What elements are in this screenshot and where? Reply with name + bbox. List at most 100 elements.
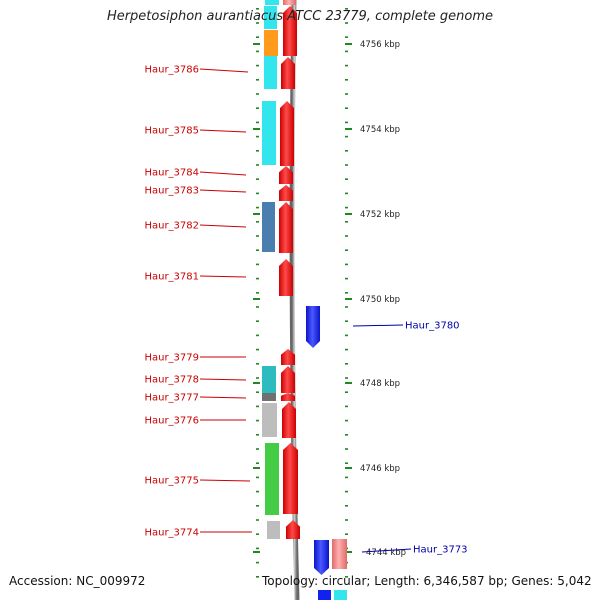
orthology-box	[264, 30, 278, 56]
gene-label-haur_3774: Haur_3774	[144, 528, 199, 539]
orthology-box	[262, 101, 276, 165]
minor-tick-left	[256, 178, 259, 180]
minor-tick-left	[256, 576, 259, 578]
minor-tick-right	[345, 490, 348, 493]
scale-label: 4754 kbp	[360, 125, 400, 135]
gene-arrow	[283, 6, 297, 56]
minor-tick-right	[345, 505, 348, 507]
minor-tick-left	[256, 206, 259, 209]
minor-tick-left	[256, 561, 259, 564]
minor-tick-left	[256, 476, 259, 479]
scale-label: 4748 kbp	[360, 379, 400, 389]
label-leader	[199, 396, 247, 399]
major-tick-left	[253, 382, 260, 384]
map-title: Herpetosiphon aurantiacus ATCC 23779, co…	[106, 9, 494, 24]
gene-label-haur_3775: Haur_3775	[144, 476, 199, 487]
minor-tick-right	[345, 419, 348, 422]
gene-arrow	[281, 57, 295, 89]
major-tick-right	[345, 382, 352, 384]
minor-tick-right	[345, 476, 348, 479]
minor-tick-left	[256, 249, 259, 251]
minor-tick-right	[345, 79, 348, 81]
minor-tick-right	[345, 107, 348, 109]
minor-tick-left	[256, 462, 259, 464]
minor-tick-right	[345, 320, 348, 322]
minor-tick-left	[256, 348, 259, 351]
minor-tick-left	[256, 50, 259, 53]
minor-tick-right	[345, 93, 348, 95]
minor-tick-left	[256, 36, 259, 38]
minor-tick-right	[345, 434, 348, 436]
minor-tick-right	[345, 576, 348, 578]
orthology-box	[262, 366, 276, 394]
minor-tick-right	[345, 263, 348, 266]
orthology-box	[262, 202, 275, 252]
minor-tick-right	[345, 292, 348, 294]
gene-arrow	[279, 185, 293, 201]
minor-tick-left	[256, 505, 259, 507]
orthology-box	[334, 590, 347, 600]
minor-tick-left	[256, 263, 259, 266]
minor-tick-right	[345, 462, 348, 464]
major-tick-left	[253, 43, 260, 45]
minor-tick-right	[345, 64, 348, 67]
major-tick-left	[253, 298, 260, 300]
major-tick-right	[345, 213, 352, 215]
minor-tick-left	[256, 320, 259, 322]
gene-label-haur_3778: Haur_3778	[144, 375, 199, 386]
gene-label-haur_3782: Haur_3782	[144, 221, 199, 232]
label-leader	[199, 224, 247, 228]
minor-tick-right	[345, 277, 348, 280]
accession-text: Accession: NC_009972	[9, 574, 146, 588]
minor-tick-left	[256, 391, 259, 393]
orthology-box	[264, 56, 277, 89]
minor-tick-left	[256, 334, 259, 337]
major-tick-right	[345, 551, 352, 553]
gene-label-haur_3780: Haur_3780	[405, 321, 460, 332]
gene-arrow	[283, 0, 296, 5]
minor-tick-right	[345, 448, 348, 450]
scale-label: 4746 kbp	[360, 464, 400, 474]
minor-tick-right	[345, 363, 348, 365]
major-tick-right	[345, 43, 352, 45]
minor-tick-left	[256, 419, 259, 422]
gene-arrow	[282, 402, 296, 438]
orthology-box	[262, 393, 276, 401]
minor-tick-left	[256, 306, 259, 308]
topology-text: Topology: circular; Length: 6,346,587 bp…	[262, 574, 592, 588]
major-tick-left	[253, 213, 260, 215]
label-leader	[352, 324, 404, 327]
minor-tick-left	[256, 192, 259, 195]
scale-label: 4750 kbp	[360, 295, 400, 305]
label-leader	[199, 171, 247, 176]
major-tick-right	[345, 467, 352, 469]
minor-tick-left	[256, 164, 259, 166]
gene-arrow	[281, 349, 295, 365]
minor-tick-right	[345, 519, 348, 521]
orthology-box	[267, 521, 280, 539]
label-leader	[199, 479, 251, 482]
minor-tick-right	[345, 348, 348, 351]
minor-tick-right	[345, 334, 348, 337]
minor-tick-left	[256, 150, 259, 152]
minor-tick-right	[345, 22, 348, 24]
label-leader	[199, 189, 247, 193]
minor-tick-right	[345, 391, 348, 393]
scale-label: 4744 kbp	[366, 548, 406, 558]
minor-tick-left	[256, 519, 259, 521]
gene-arrow	[314, 540, 329, 575]
major-tick-right	[345, 298, 352, 300]
minor-tick-left	[256, 135, 259, 138]
minor-tick-right	[345, 206, 348, 209]
gene-arrow	[279, 166, 293, 184]
orthology-box	[265, 0, 279, 5]
minor-tick-left	[256, 221, 259, 223]
gene-arrow	[283, 443, 298, 514]
major-tick-right	[345, 128, 352, 130]
minor-tick-right	[345, 306, 348, 308]
minor-tick-left	[256, 490, 259, 493]
minor-tick-left	[256, 434, 259, 436]
minor-tick-left	[256, 547, 259, 550]
gene-arrow	[279, 259, 293, 296]
minor-tick-left	[256, 377, 259, 379]
